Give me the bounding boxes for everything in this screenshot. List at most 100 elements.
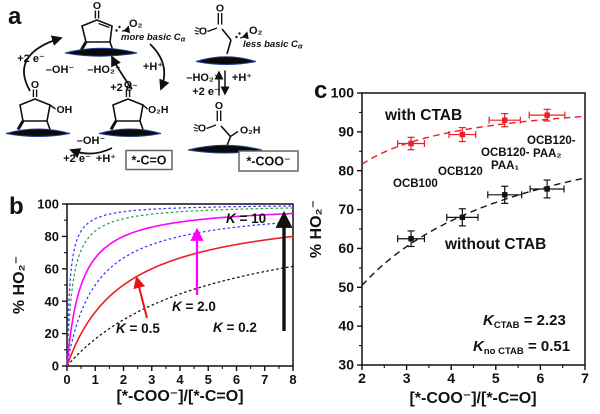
y-tick-label: 50	[338, 279, 354, 295]
bond	[221, 28, 232, 41]
x-tick-label: 4	[447, 370, 455, 386]
lone-pair-dot	[118, 25, 121, 29]
c-point-label-ocb100: OCB100	[393, 178, 438, 190]
structure-enolate-on-surface: O O₂ more basic Cα	[64, 0, 186, 57]
box-coo-label: *-COO⁻	[246, 155, 290, 169]
atom-o-minus: O	[198, 123, 206, 135]
catalyst-surface	[98, 128, 162, 137]
charge-dashes	[193, 124, 199, 132]
equilibrium-arrows	[214, 70, 230, 96]
less-basic-note: less basic Cα	[243, 39, 303, 51]
b-curves-group	[66, 205, 294, 367]
c-point	[459, 214, 466, 221]
b-curve-0_2	[66, 265, 294, 367]
c-point	[544, 112, 550, 118]
c-point	[502, 117, 508, 123]
x-tick-label: 2	[358, 370, 366, 386]
plus-2e-label: +2 e⁻	[17, 53, 45, 65]
o2-label: O₂	[249, 25, 263, 37]
bond	[226, 39, 232, 55]
x-tick-label: 7	[261, 372, 268, 387]
b-curve-5	[66, 207, 293, 367]
atom-o: O	[216, 3, 224, 15]
c-axis-group: 2 3 4 5 6 7 30 40 50 60 70 80 90 100	[331, 85, 589, 386]
panel-c-chart: c 2 3 4 5 6 7 30 40 50 60 70 80 90 100 [*-COO⁻]/[*-C=…	[308, 77, 589, 407]
plus-2e-label: +2 e⁻	[192, 86, 220, 98]
b-label-k05: K = 0.5	[116, 321, 160, 336]
x-tick-label: 8	[289, 372, 296, 387]
bond	[206, 124, 217, 130]
b-curve-1	[66, 221, 294, 367]
wedge-bond	[109, 120, 118, 131]
panel-b-letter: b	[9, 193, 24, 220]
more-basic-note: more basic Cα	[121, 32, 186, 44]
x-tick-label: 5	[205, 372, 212, 387]
cycle-arrow-up-left	[23, 35, 63, 92]
o2h-label: O₂H	[148, 104, 168, 116]
catalyst-surface	[5, 128, 71, 137]
y-tick-label: 30	[338, 357, 354, 373]
wedge-bond	[79, 41, 88, 52]
y-tick-label: 80	[45, 229, 59, 244]
atom-o: O	[124, 79, 132, 91]
y-tick-label: 100	[37, 197, 59, 212]
bond	[46, 120, 51, 130]
c-point	[459, 131, 466, 138]
atom-o-minus: O	[199, 26, 207, 38]
c-k-noctab-value: Kno CTAB = 0.51	[473, 338, 570, 357]
x-tick-label: 3	[148, 372, 155, 387]
x-tick-label: 2	[120, 372, 127, 387]
bond	[139, 120, 144, 130]
bond	[49, 104, 56, 110]
b-label-k02: K = 0.2	[213, 320, 257, 335]
plus-h-label: +H⁺	[143, 61, 163, 73]
b-curve-0_5	[66, 235, 294, 367]
c-x-axis-title: [*-COO⁻]/[*-C=O]	[409, 390, 536, 407]
catalytic-cycle-arrows	[23, 35, 170, 159]
legend-box-coo	[238, 150, 299, 172]
b-y-axis-title: % HO₂⁻	[11, 256, 28, 314]
y-tick-label: 70	[338, 201, 354, 217]
plus-h-label: +H⁺	[96, 153, 116, 165]
x-tick-label: 1	[92, 372, 99, 387]
lone-pair-dot	[238, 32, 241, 35]
y-tick-label: 100	[331, 85, 355, 101]
bond	[207, 27, 218, 33]
c-point-label-ocb120: OCB120	[438, 166, 483, 178]
plus-2e-label: +2 e⁻	[63, 153, 91, 165]
plot-frame	[66, 203, 294, 367]
ring-bond	[19, 98, 51, 122]
c-with-ctab-label: with CTAB	[384, 107, 462, 124]
x-tick-label: 6	[233, 372, 240, 387]
c-series-with-ctab	[397, 108, 566, 151]
c-point	[408, 236, 414, 242]
structure-carboxylate-on-surface: O O O₂ less basic Cα	[194, 3, 303, 65]
c-data-points-group	[397, 108, 566, 248]
y-tick-label: 0	[52, 359, 59, 374]
b-label-k10: K = 10	[226, 211, 266, 226]
legend-box-co	[125, 149, 173, 171]
c-point-label-ocb120-paa1: OCB120-PAA₁	[481, 147, 530, 172]
minus-oh-label: –OH⁻	[46, 64, 75, 76]
structure-hydroperoxide-on-surface: O O₂H	[98, 79, 168, 137]
plus-h-label: +H⁺	[232, 72, 252, 84]
y-tick-label: 60	[45, 261, 59, 276]
attack-arrow	[239, 31, 249, 40]
wedge-bond	[16, 120, 25, 131]
b-label-k20: K = 2.0	[172, 299, 216, 314]
y-tick-label: 40	[45, 294, 59, 309]
x-tick-label: 5	[492, 370, 500, 386]
b-x-axis-title: [*-COO⁻]/[*-C=O]	[116, 388, 243, 405]
o2h-label: O₂H	[240, 125, 260, 137]
c-without-ctab-label: without CTAB	[444, 236, 546, 253]
panel-c-letter: c	[314, 77, 327, 104]
charge-dashes	[194, 27, 200, 35]
ring-double-bond	[98, 22, 110, 29]
c-k-ctab-value: KCTAB = 2.23	[483, 312, 566, 331]
structure-carboxylate-hydroperoxide: O O O₂H	[187, 100, 263, 154]
y-tick-label: 20	[45, 326, 59, 341]
x-tick-label: 7	[581, 370, 589, 386]
c-fit-without-ctab	[361, 177, 586, 286]
